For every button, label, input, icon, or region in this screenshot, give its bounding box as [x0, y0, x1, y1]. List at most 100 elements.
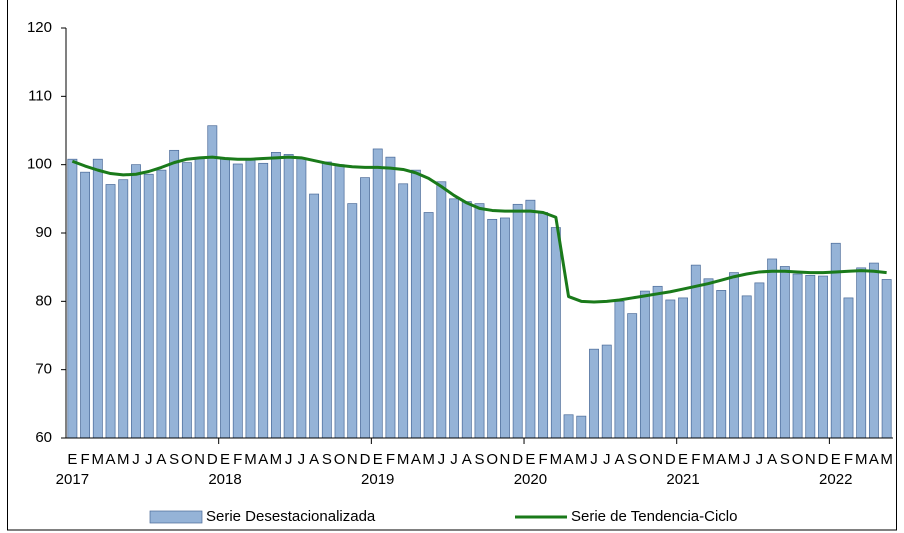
bar: [194, 157, 205, 439]
x-year-label: 2020: [514, 471, 547, 488]
x-year-label: 2019: [361, 471, 394, 488]
x-tick-label: A: [156, 451, 166, 468]
bar: [487, 218, 498, 439]
bar: [652, 285, 663, 439]
x-tick-label: S: [169, 451, 179, 468]
x-tick-label: E: [525, 451, 535, 468]
x-tick-label: J: [590, 451, 598, 468]
y-tick-label: 60: [35, 429, 52, 446]
bar: [576, 415, 587, 439]
bar: [639, 290, 650, 439]
bar: [309, 193, 320, 439]
bar: [792, 273, 803, 439]
x-year-label: 2018: [208, 471, 241, 488]
x-year-label: 2022: [819, 471, 852, 488]
x-tick-label: F: [844, 451, 853, 468]
bar: [767, 258, 778, 439]
bar: [423, 212, 434, 439]
bar: [372, 148, 383, 439]
y-tick-label: 90: [35, 224, 52, 241]
bar: [525, 199, 536, 439]
bar: [436, 181, 447, 439]
x-tick-label: M: [117, 451, 130, 468]
bar: [729, 272, 739, 439]
bar: [500, 217, 510, 439]
y-tick-label: 80: [35, 292, 52, 309]
x-tick-label: E: [831, 451, 841, 468]
y-tick-label: 70: [35, 361, 52, 378]
x-tick-label: A: [106, 451, 116, 468]
x-tick-label: N: [652, 451, 663, 468]
x-tick-label: M: [728, 451, 741, 468]
x-tick-label: E: [373, 451, 383, 468]
bar: [105, 184, 116, 439]
bar: [538, 212, 549, 439]
bar: [321, 161, 332, 439]
bar: [474, 203, 485, 439]
x-tick-label: S: [627, 451, 637, 468]
x-year-label: 2021: [666, 471, 699, 488]
bar: [207, 125, 218, 439]
bar: [589, 348, 599, 439]
x-tick-label: S: [780, 451, 790, 468]
x-tick-label: F: [691, 451, 700, 468]
x-tick-label: O: [639, 451, 651, 468]
x-tick-label: F: [233, 451, 242, 468]
bar: [232, 163, 243, 439]
bar: [843, 297, 854, 439]
bar: [245, 158, 256, 439]
x-tick-label: D: [360, 451, 371, 468]
x-tick-label: J: [450, 451, 458, 468]
bar: [563, 414, 574, 439]
y-tick-label: 120: [27, 19, 52, 36]
bar: [627, 313, 638, 439]
bar: [67, 158, 78, 439]
bar: [398, 183, 409, 439]
x-tick-label: A: [869, 451, 879, 468]
y-tick-label: 100: [27, 156, 52, 173]
legend-label: Serie de Tendencia-Ciclo: [571, 508, 738, 525]
x-tick-label: M: [550, 451, 563, 468]
bar: [461, 201, 472, 439]
x-tick-label: E: [67, 451, 77, 468]
x-tick-label: A: [462, 451, 472, 468]
bar: [779, 266, 790, 439]
x-tick-label: O: [181, 451, 193, 468]
bar: [258, 162, 269, 439]
x-tick-label: A: [564, 451, 574, 468]
bar: [156, 169, 167, 439]
bar: [220, 158, 230, 439]
x-tick-label: J: [145, 451, 153, 468]
x-tick-label: J: [743, 451, 751, 468]
x-tick-label: M: [244, 451, 257, 468]
x-tick-label: N: [500, 451, 511, 468]
x-tick-label: E: [678, 451, 688, 468]
x-tick-label: M: [855, 451, 868, 468]
trend-line: [71, 155, 887, 304]
bar: [143, 173, 154, 439]
x-tick-label: M: [702, 451, 715, 468]
bar: [818, 275, 828, 439]
x-tick-label: F: [386, 451, 395, 468]
x-tick-label: S: [474, 451, 484, 468]
bar: [385, 156, 396, 439]
bar: [296, 157, 307, 439]
bar: [614, 300, 625, 439]
x-tick-label: A: [767, 451, 777, 468]
x-tick-label: N: [194, 451, 205, 468]
bar: [550, 227, 561, 439]
legend-label: Serie Desestacionalizada: [206, 508, 376, 525]
bar: [690, 264, 701, 439]
bar: [80, 171, 91, 439]
x-tick-label: M: [397, 451, 410, 468]
bar: [741, 295, 752, 439]
x-tick-label: A: [716, 451, 726, 468]
x-tick-label: J: [603, 451, 611, 468]
x-tick-label: D: [665, 451, 676, 468]
bar: [410, 169, 421, 439]
x-tick-label: M: [270, 451, 283, 468]
bar: [347, 203, 358, 439]
x-tick-label: J: [132, 451, 140, 468]
bar: [881, 279, 892, 439]
